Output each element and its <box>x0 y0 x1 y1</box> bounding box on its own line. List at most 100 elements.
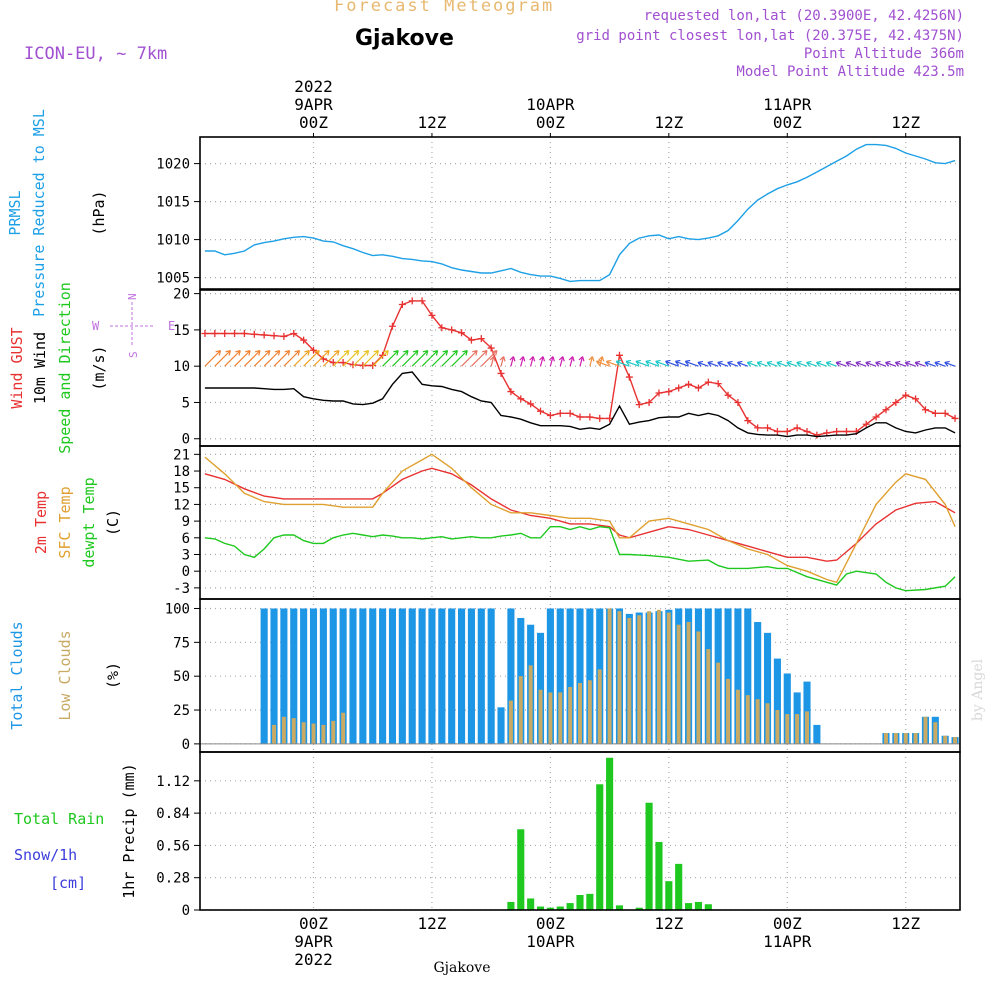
total-cloud-bar <box>497 707 505 744</box>
compass-cross <box>110 302 154 346</box>
low-cloud-bar <box>765 703 770 744</box>
rain-bar <box>596 784 604 910</box>
wind-arrow-head <box>776 360 782 367</box>
rain-bar <box>586 893 594 910</box>
gust-point <box>458 329 466 337</box>
wind-arrow <box>905 361 916 367</box>
total-cloud-bar <box>349 608 357 744</box>
wind-arrow-head <box>432 350 439 356</box>
gust-point <box>329 359 337 367</box>
wind-arrow <box>451 350 468 367</box>
wind-arrow-head <box>462 350 468 356</box>
wind-arrow <box>606 360 620 367</box>
wind-arrow <box>322 350 340 367</box>
wind-arrow-head <box>383 350 389 356</box>
gust-point <box>260 331 268 339</box>
total-cloud-bar <box>546 608 554 744</box>
y-tick-label: 0.56 <box>156 838 190 854</box>
y-tick-label: 5 <box>182 395 190 411</box>
wind-arrow <box>625 360 640 367</box>
total-cloud-bar <box>260 608 268 744</box>
total-cloud-bar <box>783 673 791 744</box>
gust-point <box>487 344 495 352</box>
gust-point <box>744 417 752 425</box>
wind-arrow-head <box>519 356 526 362</box>
low-cloud-bar <box>933 722 938 744</box>
gust-point <box>872 413 880 421</box>
low-cloud-bar <box>953 737 958 744</box>
low-cloud-bar <box>755 699 760 744</box>
wind-arrow <box>293 350 310 367</box>
wind-arrow-head <box>684 359 691 366</box>
y-tick-label: 6 <box>182 531 190 547</box>
wind-arrow <box>895 361 906 367</box>
gust-point <box>793 424 801 432</box>
wind-arrow-head <box>944 360 950 367</box>
low-cloud-bar <box>331 720 336 744</box>
low-cloud-bar <box>913 733 918 744</box>
wind-arrow <box>855 361 867 367</box>
wind-arrow-head <box>529 356 536 362</box>
gust-point <box>892 398 900 406</box>
y-tick-label: 100 <box>165 601 190 617</box>
wind-arrow-head <box>796 360 802 367</box>
top-axis-label: 2022 <box>294 77 333 96</box>
total-cloud-bar <box>270 608 278 744</box>
wind-arrow <box>596 360 610 367</box>
low-cloud-bar <box>656 609 661 744</box>
wind-arrow-head <box>452 350 458 356</box>
low-cloud-bar <box>785 714 790 744</box>
gust-point <box>507 388 515 396</box>
gust-point <box>694 384 702 392</box>
point-altitude: Point Altitude 366m <box>803 46 964 62</box>
wind-arrow <box>243 350 261 367</box>
low-cloud-bar <box>272 724 276 744</box>
wind-arrow-head <box>499 356 506 362</box>
y-tick-label: 12 <box>173 497 190 513</box>
wind-arrow-head <box>304 350 310 356</box>
gust-point <box>408 297 416 305</box>
rain-bar <box>606 757 614 910</box>
gust-point <box>467 336 475 344</box>
wind-arrow-head <box>314 350 320 356</box>
gust-point <box>527 400 535 408</box>
low-cloud-bar <box>548 692 553 744</box>
low-cloud-bar <box>518 676 523 744</box>
rain-bar <box>665 881 673 910</box>
wind-arrow <box>806 361 818 367</box>
wind-arrow <box>401 350 419 367</box>
y-tick-label: 20 <box>173 287 190 303</box>
wind-arrow <box>234 350 251 367</box>
wind-arrow-head <box>491 350 498 356</box>
gust-point <box>290 330 298 338</box>
wind-arrow-head <box>343 350 350 356</box>
total-cloud-bar <box>309 608 318 744</box>
series-line-2 <box>204 453 956 584</box>
low-cloud-bar <box>578 682 582 744</box>
wind-arrow-head <box>746 360 753 367</box>
y-tick-label: -3 <box>173 581 190 597</box>
y-tick-label: 0 <box>182 737 190 753</box>
low-cloud-bar <box>311 723 316 744</box>
y-axis-label: (m/s) <box>90 345 108 390</box>
gust-point <box>635 401 643 409</box>
rain-bar <box>615 905 624 910</box>
total-cloud-bar <box>398 608 406 744</box>
low-cloud-bar <box>884 733 888 744</box>
y-axis-label: PRMSL <box>6 190 24 235</box>
top-axis-label: 12Z <box>891 113 920 132</box>
wind-arrow <box>490 356 495 367</box>
footer-location: Gjakove <box>434 960 491 976</box>
wind-arrow <box>589 356 594 367</box>
wind-arrow <box>283 350 300 367</box>
total-cloud-bar <box>734 608 742 744</box>
panel-1: 1005 1010 1015 1020 PRMSL Pressure Reduced to… <box>6 109 961 317</box>
rain-bar <box>536 906 545 910</box>
y-axis-label: (hPa) <box>90 190 108 235</box>
wind-arrow <box>924 361 936 367</box>
y-tick-label: 0.84 <box>156 806 190 822</box>
wind-arrow-head <box>294 350 301 356</box>
wind-arrow <box>655 360 670 367</box>
gust-point <box>912 395 920 403</box>
total-cloud-bar <box>744 608 752 744</box>
